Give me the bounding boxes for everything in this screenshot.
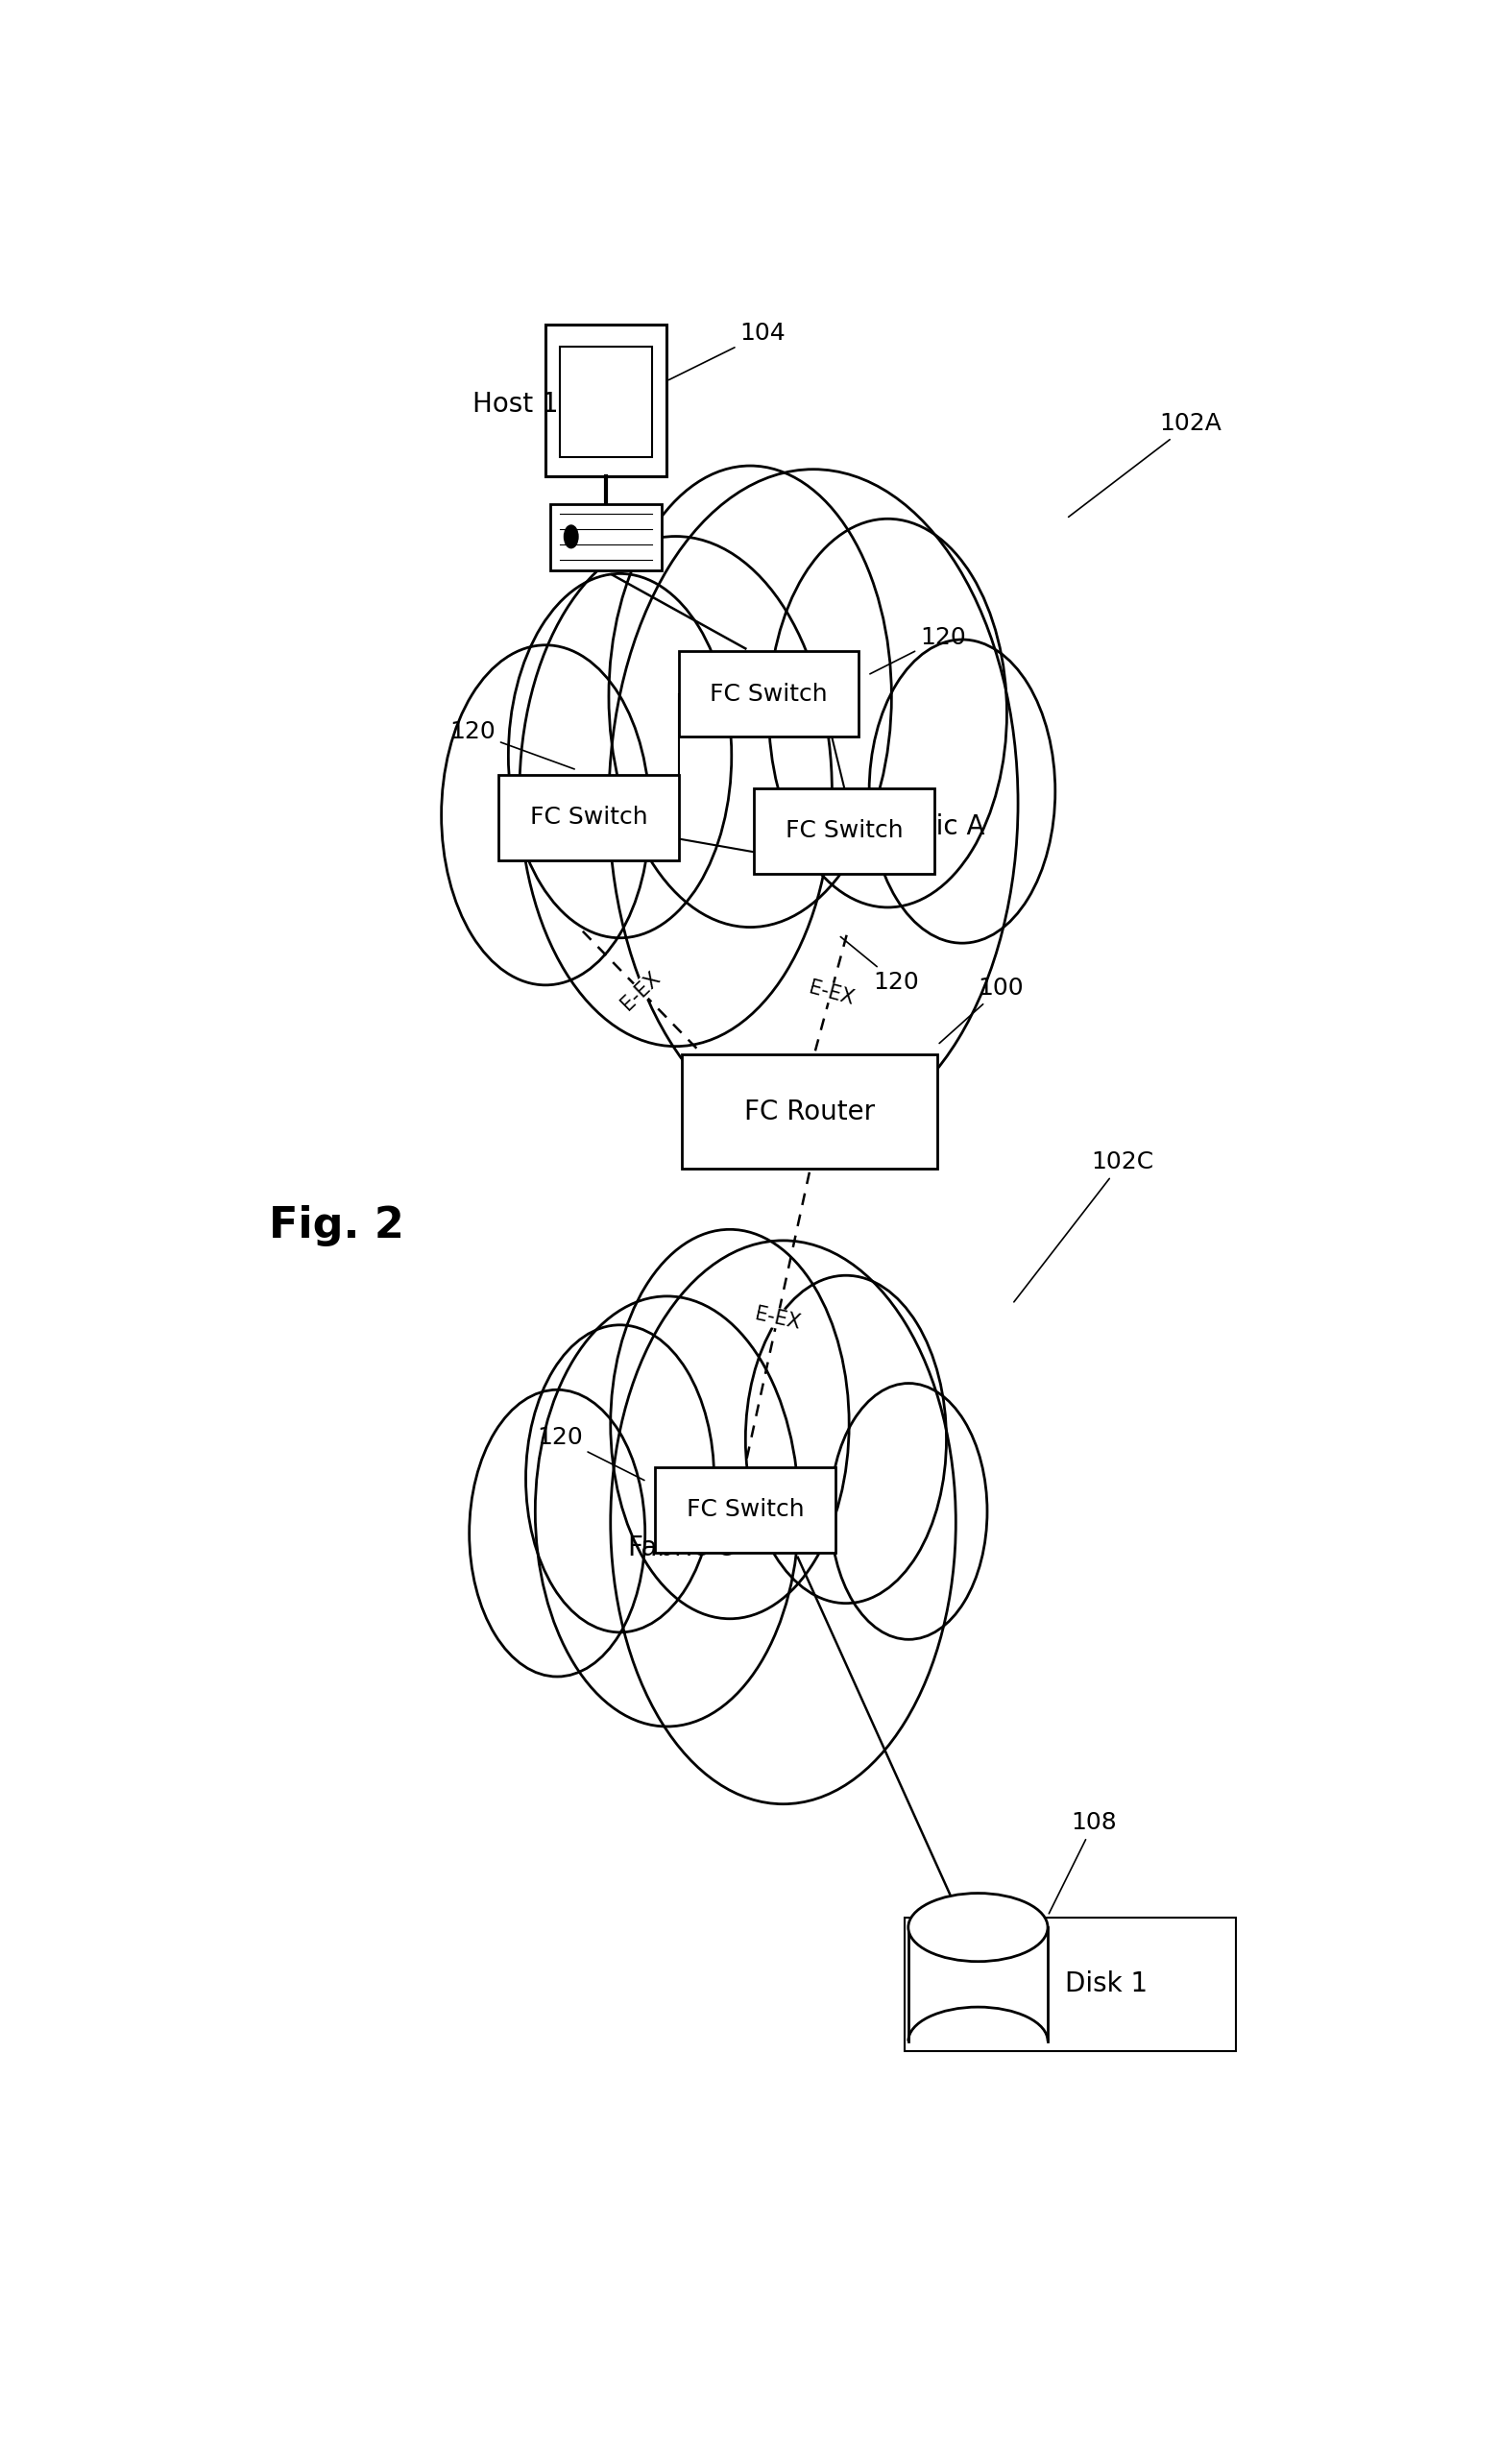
Text: 100: 100: [939, 976, 1023, 1042]
Circle shape: [564, 525, 578, 547]
Circle shape: [470, 1390, 645, 1676]
FancyBboxPatch shape: [656, 1466, 836, 1552]
FancyBboxPatch shape: [560, 347, 652, 456]
Circle shape: [768, 520, 1007, 907]
Text: 102C: 102C: [1014, 1151, 1154, 1301]
Circle shape: [609, 466, 891, 926]
Text: 102A: 102A: [1068, 411, 1221, 517]
Circle shape: [746, 1276, 946, 1604]
Circle shape: [868, 641, 1054, 944]
FancyBboxPatch shape: [909, 1927, 1048, 2040]
Text: 120: 120: [450, 719, 574, 769]
FancyBboxPatch shape: [678, 650, 859, 737]
Text: FC Switch: FC Switch: [709, 683, 828, 705]
Text: Disk 1: Disk 1: [1065, 1971, 1148, 1998]
Circle shape: [609, 468, 1018, 1136]
Text: 108: 108: [1048, 1811, 1118, 1915]
Circle shape: [519, 537, 833, 1047]
Text: FC Switch: FC Switch: [687, 1498, 804, 1520]
Circle shape: [536, 1296, 800, 1727]
FancyBboxPatch shape: [546, 325, 666, 476]
Text: E-EX: E-EX: [806, 978, 855, 1008]
Text: Fabric C: Fabric C: [628, 1535, 735, 1562]
Text: Fig. 2: Fig. 2: [268, 1205, 404, 1247]
FancyBboxPatch shape: [498, 774, 678, 860]
Circle shape: [610, 1239, 955, 1804]
Text: 120: 120: [840, 936, 920, 993]
Ellipse shape: [908, 1892, 1047, 1961]
Circle shape: [509, 574, 732, 939]
Text: FC Router: FC Router: [744, 1099, 874, 1126]
Text: E-EX: E-EX: [618, 968, 664, 1015]
Text: E-EX: E-EX: [753, 1303, 803, 1333]
FancyBboxPatch shape: [550, 505, 662, 572]
FancyBboxPatch shape: [754, 788, 934, 872]
Circle shape: [526, 1326, 714, 1631]
Text: FC Switch: FC Switch: [530, 806, 648, 828]
Circle shape: [830, 1382, 987, 1639]
Text: 120: 120: [870, 626, 966, 675]
Circle shape: [441, 646, 650, 986]
Text: Host 1: Host 1: [473, 389, 558, 416]
Text: 120: 120: [537, 1427, 645, 1481]
Text: Fabric A: Fabric A: [879, 813, 984, 840]
Text: 104: 104: [669, 323, 786, 379]
Text: FC Switch: FC Switch: [786, 818, 903, 843]
Circle shape: [610, 1230, 849, 1619]
FancyBboxPatch shape: [681, 1055, 938, 1168]
